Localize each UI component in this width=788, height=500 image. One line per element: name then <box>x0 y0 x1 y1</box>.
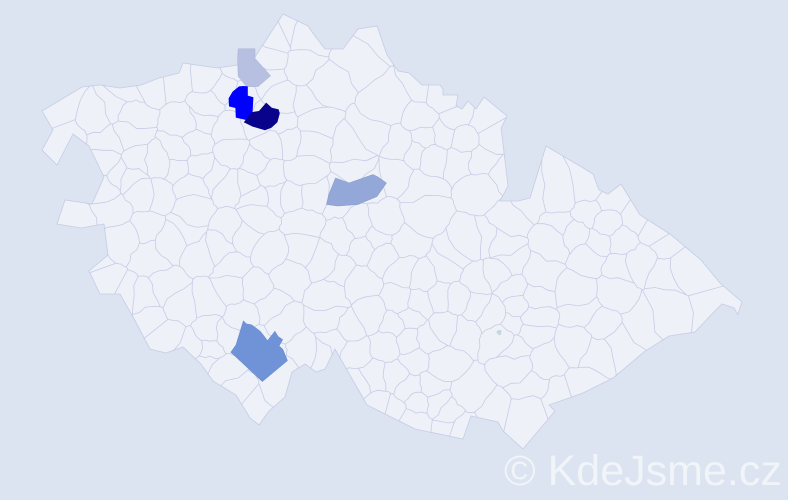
svg-text:© KdeJsme.cz: © KdeJsme.cz <box>504 447 782 495</box>
